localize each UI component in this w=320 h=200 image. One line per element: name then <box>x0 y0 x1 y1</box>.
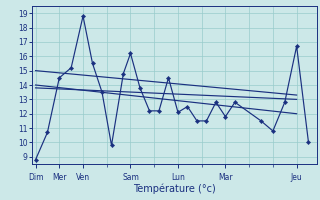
X-axis label: Température (°c): Température (°c) <box>133 183 216 194</box>
